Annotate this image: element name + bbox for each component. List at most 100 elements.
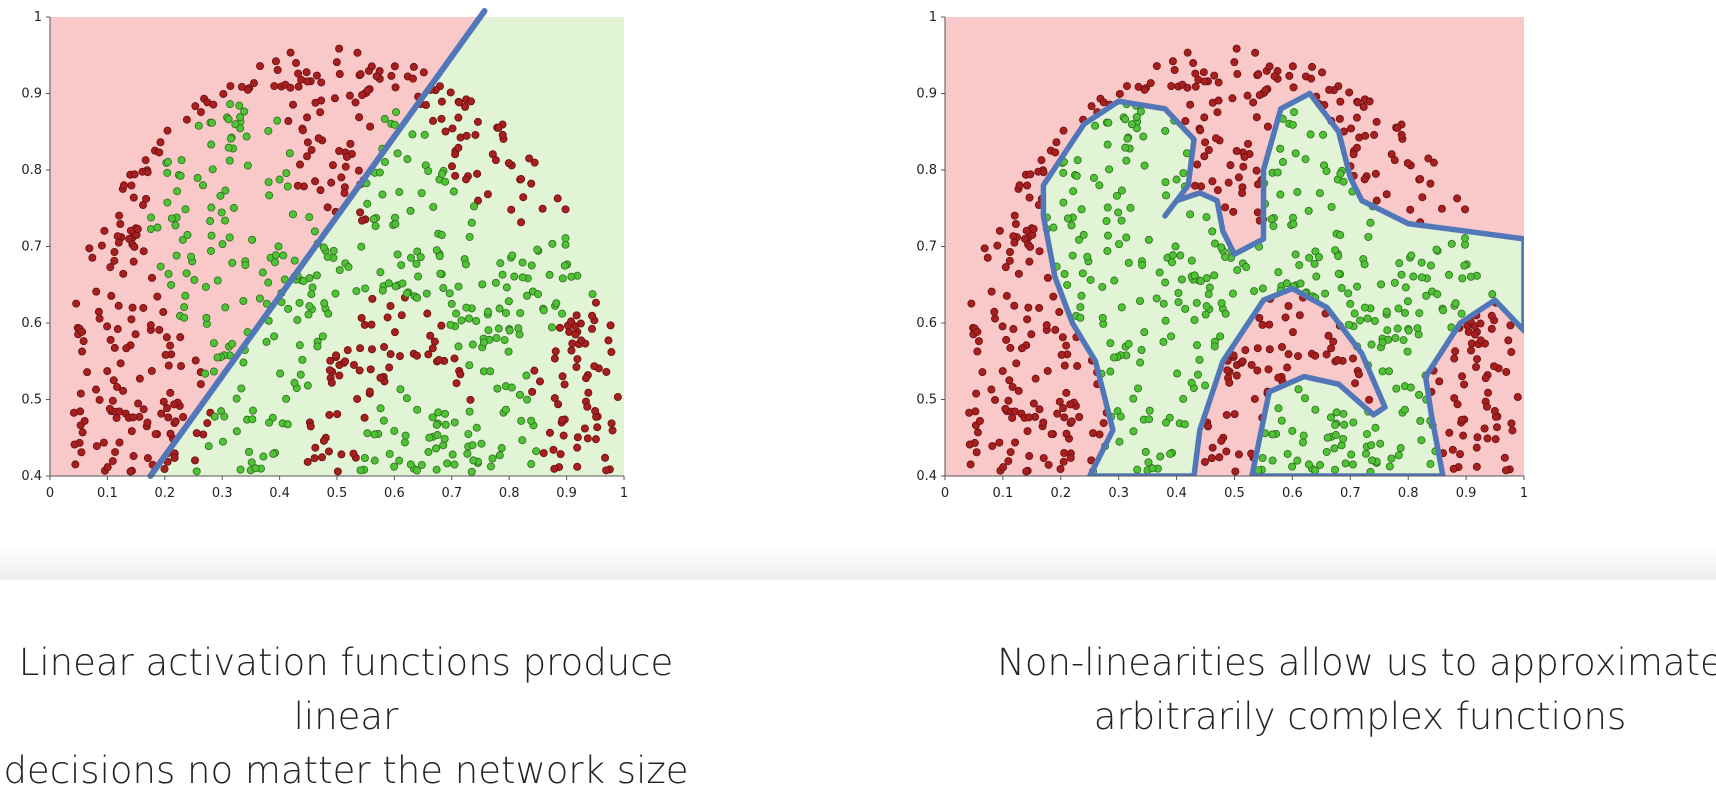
green-point [379, 416, 388, 425]
red-point [314, 134, 323, 143]
green-point [217, 208, 226, 217]
red-point [1066, 453, 1075, 462]
y-tick-label: 0.6 [916, 316, 937, 331]
red-point [1011, 220, 1020, 229]
green-point [228, 258, 237, 267]
red-point [1234, 173, 1243, 182]
red-point [1186, 100, 1195, 109]
red-point [1251, 48, 1260, 57]
green-point [1136, 297, 1145, 306]
red-point [100, 226, 109, 235]
red-point [1010, 238, 1019, 247]
red-point [83, 368, 92, 377]
green-point [447, 299, 456, 308]
red-point [349, 449, 358, 458]
red-point [1225, 378, 1234, 387]
red-point [1265, 62, 1274, 71]
red-point [583, 402, 592, 411]
green-point [1152, 294, 1161, 303]
red-point [1288, 62, 1297, 71]
green-point [429, 203, 438, 212]
red-point [367, 345, 376, 354]
green-point [1258, 284, 1267, 293]
red-point [160, 465, 169, 474]
green-point [1340, 420, 1349, 429]
green-point [1368, 456, 1377, 465]
green-point [1273, 168, 1282, 177]
green-point [1439, 306, 1448, 315]
green-point [251, 464, 260, 473]
red-point [312, 71, 321, 80]
red-point [561, 205, 570, 214]
green-point [1360, 303, 1369, 312]
red-point [498, 130, 507, 139]
red-point [1024, 413, 1033, 422]
green-point [1433, 290, 1442, 299]
red-point [326, 356, 335, 365]
red-point [395, 352, 404, 361]
x-tick-label: 0.3 [212, 486, 233, 501]
red-point [79, 337, 88, 346]
red-point [1010, 211, 1019, 220]
green-point [416, 253, 425, 262]
green-point [180, 313, 189, 322]
green-point [1196, 277, 1205, 286]
green-point [1208, 227, 1217, 236]
green-point [1110, 276, 1119, 285]
green-point [259, 452, 268, 461]
red-point [995, 226, 1004, 235]
red-point [530, 366, 539, 375]
red-point [988, 442, 997, 451]
green-point [352, 287, 361, 296]
green-point [469, 456, 478, 465]
red-point [434, 356, 443, 365]
red-point [991, 395, 1000, 404]
red-point [1451, 347, 1460, 356]
red-point [324, 447, 333, 456]
green-point [1103, 231, 1112, 240]
green-point [1127, 120, 1136, 129]
green-point [1404, 326, 1413, 335]
red-point [560, 380, 569, 389]
green-point [534, 290, 543, 299]
green-point [1161, 316, 1170, 325]
red-point [424, 350, 433, 359]
red-point [1122, 82, 1131, 91]
green-point [1192, 298, 1201, 307]
green-point [1377, 280, 1386, 289]
green-point [1337, 284, 1346, 293]
green-point [1161, 278, 1170, 287]
green-point [391, 220, 400, 229]
green-point [567, 272, 576, 281]
red-point [483, 190, 492, 199]
green-point [1415, 309, 1424, 318]
red-point [116, 220, 125, 229]
green-point [1269, 222, 1278, 231]
green-point [1426, 460, 1435, 469]
green-point [182, 269, 191, 278]
green-point [548, 239, 557, 248]
red-point [366, 122, 375, 131]
red-point [1254, 70, 1263, 79]
x-tick-label: 0.9 [1456, 486, 1477, 501]
green-point [1336, 231, 1345, 240]
red-point [1230, 58, 1239, 67]
red-point [1491, 435, 1500, 444]
red-point [95, 395, 104, 404]
red-point [273, 66, 282, 75]
green-point [492, 333, 501, 342]
green-point [1400, 405, 1409, 414]
red-point [130, 242, 139, 251]
green-point [1137, 346, 1146, 355]
red-point [1060, 413, 1069, 422]
red-point [293, 181, 302, 190]
green-point [523, 395, 532, 404]
green-point [461, 260, 470, 269]
red-point [1095, 430, 1104, 439]
green-point [1162, 191, 1171, 200]
red-point [1502, 367, 1511, 376]
green-point [493, 384, 502, 393]
green-point [1106, 339, 1115, 348]
green-point [1162, 418, 1171, 427]
green-point [1077, 291, 1086, 300]
